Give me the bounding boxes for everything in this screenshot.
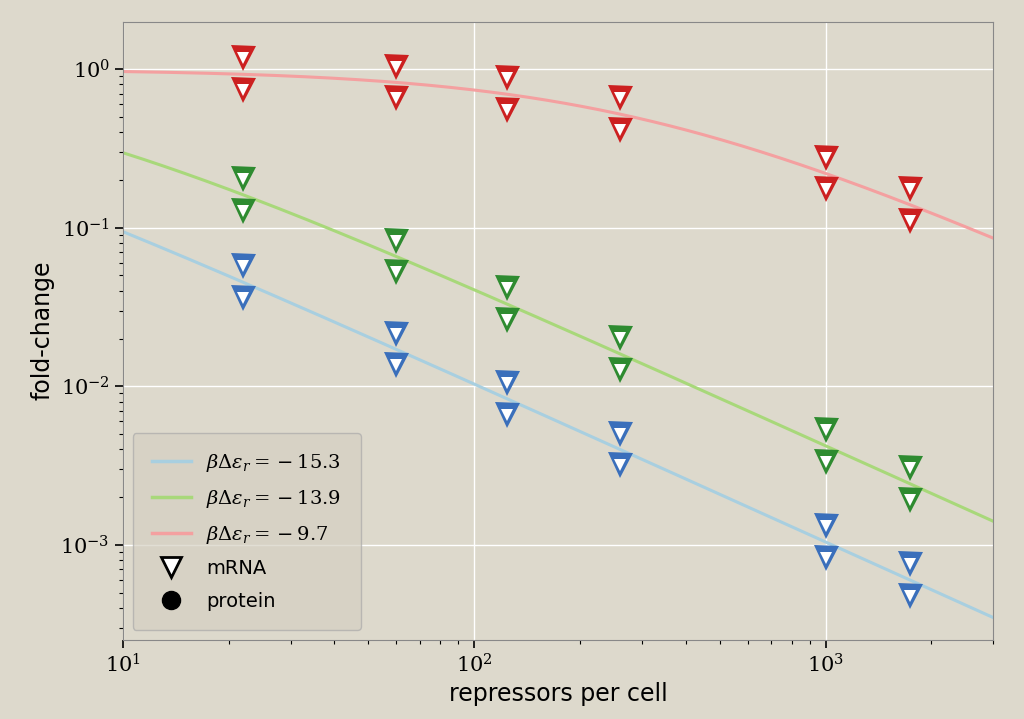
- Legend: $\beta\Delta\varepsilon_r = -15.3$, $\beta\Delta\varepsilon_r = -13.9$, $\beta\D: $\beta\Delta\varepsilon_r = -15.3$, $\be…: [132, 433, 361, 630]
- X-axis label: repressors per cell: repressors per cell: [449, 682, 668, 706]
- Y-axis label: fold-change: fold-change: [31, 261, 55, 400]
